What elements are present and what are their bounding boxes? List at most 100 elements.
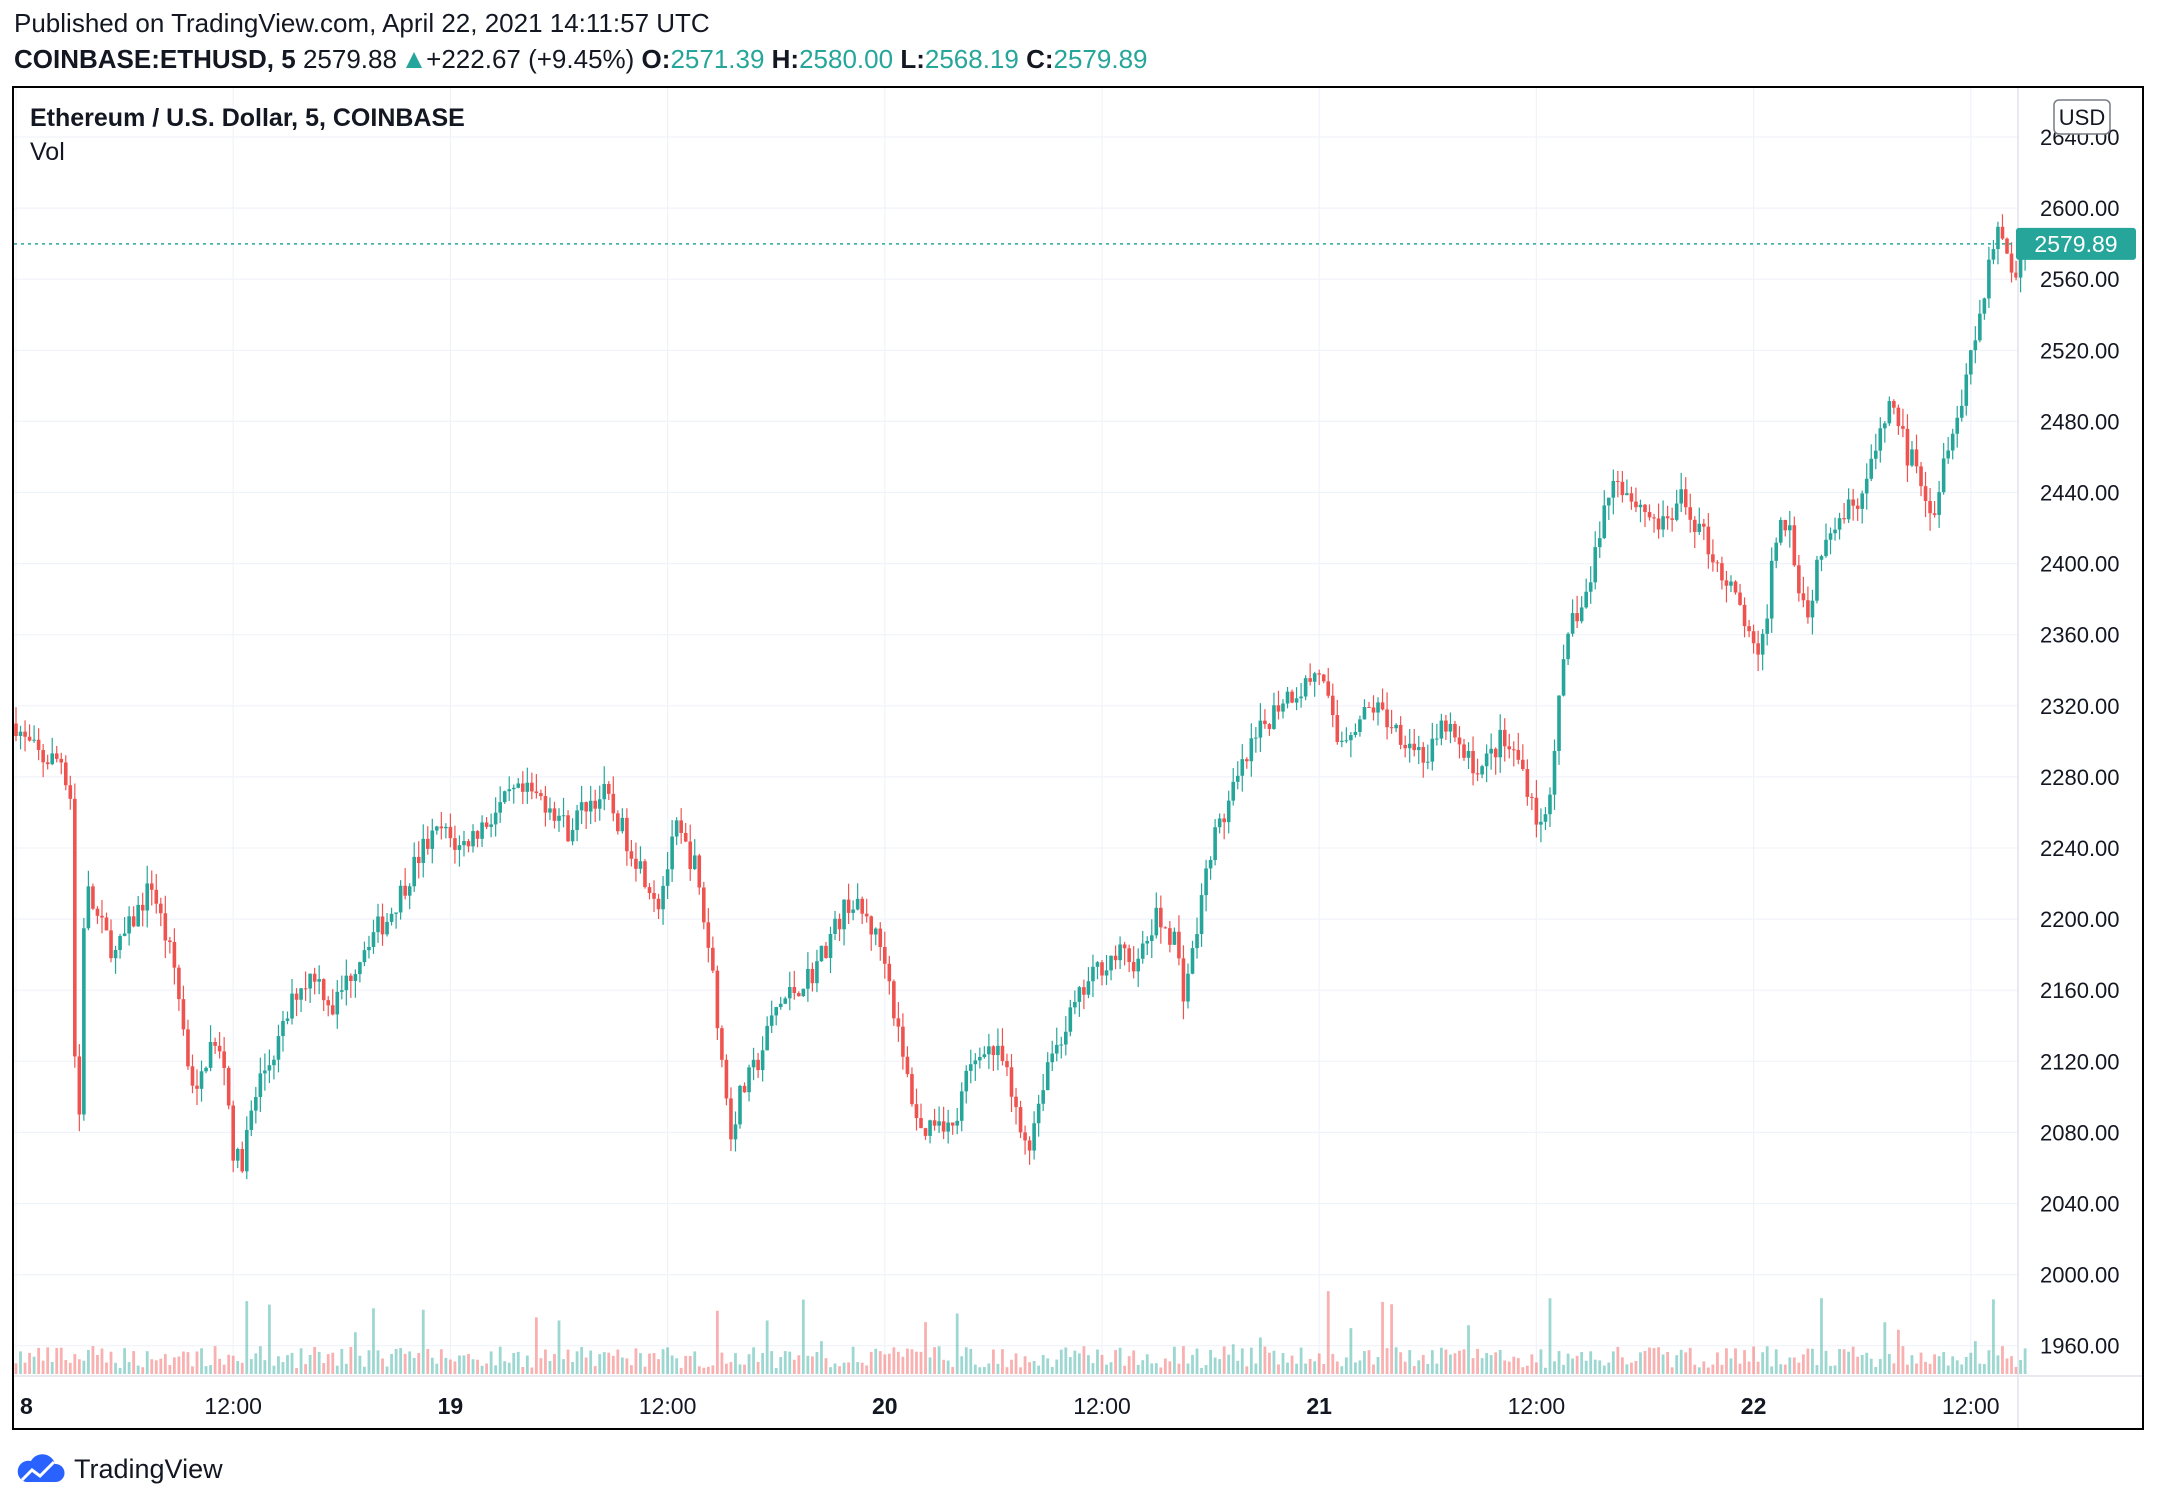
volume-bar [580, 1347, 584, 1374]
candle-body [1086, 981, 1091, 995]
candle-body [1403, 744, 1407, 749]
candle-body [1186, 973, 1190, 1002]
candle-body [1376, 702, 1380, 713]
candle-body [1466, 750, 1471, 758]
candle-body [1190, 948, 1195, 974]
volume-bar [729, 1362, 733, 1374]
y-tick-label: 1960.00 [2040, 1334, 2120, 1359]
candle-body [430, 830, 435, 849]
volume-bar [55, 1348, 59, 1374]
candle-body [1738, 592, 1742, 605]
volume-bar [1344, 1357, 1348, 1374]
candle-body [407, 886, 412, 896]
chart-legend-title: Ethereum / U.S. Dollar, 5, COINBASE [30, 104, 465, 132]
candle-body [1095, 962, 1100, 967]
volume-bar [589, 1350, 593, 1374]
volume-bar [1838, 1348, 1841, 1374]
volume-bar [1163, 1358, 1167, 1374]
candle-body [692, 855, 697, 870]
candle-body [602, 783, 607, 800]
volume-bar [1417, 1360, 1421, 1374]
candle-body [190, 1066, 195, 1086]
candle-body [1973, 340, 1978, 351]
candle-body [498, 802, 502, 813]
candle-body [851, 909, 855, 913]
currency-badge[interactable]: USD [2053, 99, 2111, 135]
candle-body [1367, 707, 1371, 709]
candle-body [869, 916, 874, 935]
candle-body [588, 800, 593, 812]
volume-bar [1430, 1350, 1434, 1374]
candle-body [82, 928, 86, 1115]
volume-bar [525, 1355, 529, 1374]
volume-bar [331, 1352, 335, 1374]
volume-bar [1308, 1358, 1312, 1374]
candle-body [1036, 1103, 1041, 1124]
volume-bar [1050, 1366, 1054, 1374]
volume-bar [856, 1362, 860, 1374]
volume-bar [747, 1354, 751, 1374]
volume-bar [317, 1351, 321, 1374]
volume-bar [322, 1363, 326, 1374]
candle-body [100, 915, 104, 918]
candle-body [1471, 750, 1475, 774]
volume-bar [1014, 1353, 1018, 1374]
candle-body [765, 1025, 769, 1051]
volume-bar [720, 1352, 724, 1374]
candle-body [1801, 593, 1806, 601]
candle-body [1154, 907, 1159, 936]
volume-bar [1503, 1360, 1507, 1374]
volume-bar [1390, 1304, 1393, 1374]
candle-body [1747, 626, 1751, 632]
x-tick-label: 22 [1741, 1393, 1767, 1419]
candle-body [1991, 249, 1996, 260]
volume-bar [1349, 1328, 1353, 1374]
volume-bar [1507, 1361, 1511, 1374]
volume-bar [1783, 1364, 1787, 1374]
candle-body [1448, 723, 1453, 732]
high-label: H: [771, 44, 800, 74]
volume-bar [1747, 1361, 1751, 1374]
price-chart[interactable]: 2640.002600.002560.002520.002480.002440.… [0, 0, 2160, 1440]
volume-bar [530, 1367, 534, 1374]
volume-bar [562, 1359, 565, 1374]
last-price-tag: 2579.89 [2016, 227, 2136, 260]
volume-bar [919, 1351, 923, 1374]
volume-bar [1077, 1353, 1081, 1374]
volume-legend: Vol [30, 138, 65, 166]
volume-bar [1064, 1347, 1068, 1374]
candle-body [489, 824, 493, 827]
candle-body [652, 893, 656, 899]
volume-bar [625, 1358, 629, 1374]
chart-grid [14, 88, 2018, 1376]
candle-body [1385, 709, 1389, 728]
candle-body [1702, 523, 1706, 527]
candle-body [1896, 407, 1901, 427]
volume-bar [1774, 1349, 1778, 1374]
candle-body [1548, 794, 1552, 815]
volume-bar [2019, 1359, 2022, 1374]
candle-body [801, 988, 806, 997]
volume-bar [838, 1366, 841, 1374]
candle-body [349, 975, 353, 982]
volume-bar [222, 1364, 226, 1374]
volume-bar [842, 1362, 846, 1374]
volume-bar [1634, 1361, 1638, 1374]
volume-bar [363, 1366, 366, 1374]
volume-bar [1711, 1364, 1715, 1374]
candle-body [1484, 753, 1489, 767]
candle-body [1905, 428, 1910, 466]
candle-body [1109, 955, 1113, 971]
candle-body [557, 815, 561, 821]
candle-body [1312, 673, 1317, 682]
volume-bar [191, 1366, 194, 1374]
candle-body [1810, 600, 1815, 618]
candle-body [95, 908, 100, 916]
volume-bar [172, 1357, 176, 1374]
candle-body [1263, 720, 1267, 725]
y-tick-label: 2080.00 [2040, 1120, 2120, 1145]
candle-body [1914, 449, 1919, 467]
candle-body [1303, 678, 1308, 697]
volume-bar [14, 1363, 18, 1374]
candle-body [1652, 517, 1656, 519]
